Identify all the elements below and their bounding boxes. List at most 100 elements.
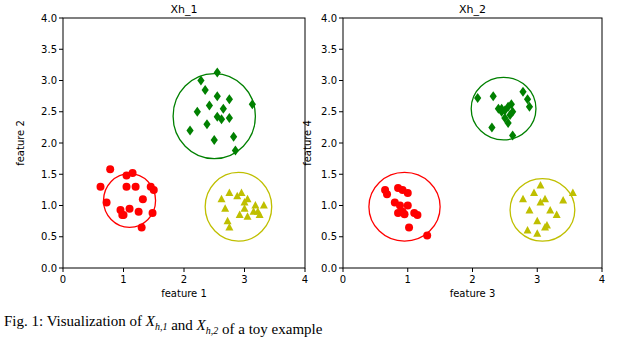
point: [126, 205, 134, 213]
point: [249, 99, 256, 109]
point: [508, 99, 515, 109]
cluster-circle: [369, 172, 440, 241]
frame: [343, 18, 602, 268]
frame: [63, 18, 305, 268]
point: [138, 223, 146, 231]
point: [139, 195, 147, 203]
point: [129, 169, 137, 177]
cluster-circle: [205, 172, 272, 241]
tick: [123, 268, 124, 272]
tick-label: 4.0: [321, 13, 337, 24]
point: [123, 183, 131, 191]
tick-label: 1: [405, 274, 411, 285]
point: [226, 94, 233, 104]
point: [218, 114, 225, 124]
point: [214, 91, 221, 101]
point: [498, 104, 505, 114]
tick-label: 4: [302, 274, 308, 285]
tick: [59, 205, 63, 206]
point: [214, 67, 221, 77]
tick: [339, 111, 343, 112]
tick-label: 3.5: [321, 44, 337, 55]
tick: [339, 49, 343, 50]
point: [553, 210, 561, 218]
tick: [339, 174, 343, 175]
tick: [59, 80, 63, 81]
tick-label: 2.5: [41, 106, 57, 117]
point: [221, 204, 229, 212]
tick: [59, 18, 63, 19]
point: [524, 226, 532, 234]
tick: [305, 268, 306, 272]
x-label: feature 1: [161, 288, 207, 299]
point: [225, 189, 233, 197]
point: [546, 206, 554, 214]
point: [524, 94, 531, 104]
point: [536, 181, 544, 189]
tick: [63, 268, 64, 272]
tick-label: 0.5: [41, 231, 57, 242]
tick-label: 0.5: [321, 231, 337, 242]
tick-label: 1.5: [321, 169, 337, 180]
point: [224, 217, 232, 225]
point: [559, 196, 567, 204]
point: [106, 165, 114, 173]
tick-label: 4.0: [41, 13, 57, 24]
point: [241, 204, 249, 212]
point: [149, 209, 157, 217]
point: [97, 183, 105, 191]
caption-sub: h,2: [206, 325, 219, 336]
x-label: feature 3: [450, 288, 496, 299]
point: [220, 104, 227, 114]
point: [404, 189, 412, 197]
caption: Fig. 1: Visualization of Xh,1 and Xh,2 o…: [4, 313, 323, 337]
y-label: feature 2: [15, 120, 26, 166]
point: [147, 183, 155, 191]
tick: [59, 143, 63, 144]
point: [533, 229, 541, 237]
point: [226, 113, 233, 123]
y-label: feature 4: [302, 120, 313, 166]
point: [530, 189, 538, 197]
cluster-circle: [471, 77, 536, 140]
point: [186, 126, 193, 136]
point: [232, 146, 239, 156]
tick-label: 3.5: [41, 44, 57, 55]
tick-label: 3.0: [321, 75, 337, 86]
point: [505, 118, 512, 128]
tick-label: 2.5: [321, 106, 337, 117]
caption-part: and: [167, 317, 196, 333]
point: [404, 202, 412, 210]
point: [506, 110, 513, 120]
point: [203, 119, 210, 129]
tick-label: 0: [340, 274, 346, 285]
tick-label: 4: [599, 274, 605, 285]
tick-label: 3.0: [41, 75, 57, 86]
point: [118, 211, 126, 219]
tick: [59, 49, 63, 50]
caption-sub: h,1: [155, 321, 168, 332]
caption-part: of a toy example: [218, 321, 322, 337]
caption-part: Fig. 1: Visualization of: [4, 313, 146, 329]
point: [488, 122, 495, 132]
tick-label: 2.0: [321, 138, 337, 149]
tick: [602, 268, 603, 272]
point: [194, 107, 201, 117]
point: [533, 217, 541, 225]
tick-label: 1.5: [41, 169, 57, 180]
point: [525, 206, 533, 214]
title: Xh_2: [459, 3, 486, 16]
tick: [339, 80, 343, 81]
tick: [407, 268, 408, 272]
point: [237, 189, 245, 197]
point: [405, 223, 413, 231]
point: [490, 91, 497, 101]
tick-label: 1: [120, 274, 126, 285]
cluster-circle: [510, 179, 575, 242]
point: [103, 198, 111, 206]
point: [260, 201, 268, 209]
tick: [339, 236, 343, 237]
point: [383, 190, 391, 198]
tick-label: 3: [534, 274, 540, 285]
figure: 012340.00.51.01.52.02.53.03.54.0Xh_1feat…: [0, 0, 630, 338]
